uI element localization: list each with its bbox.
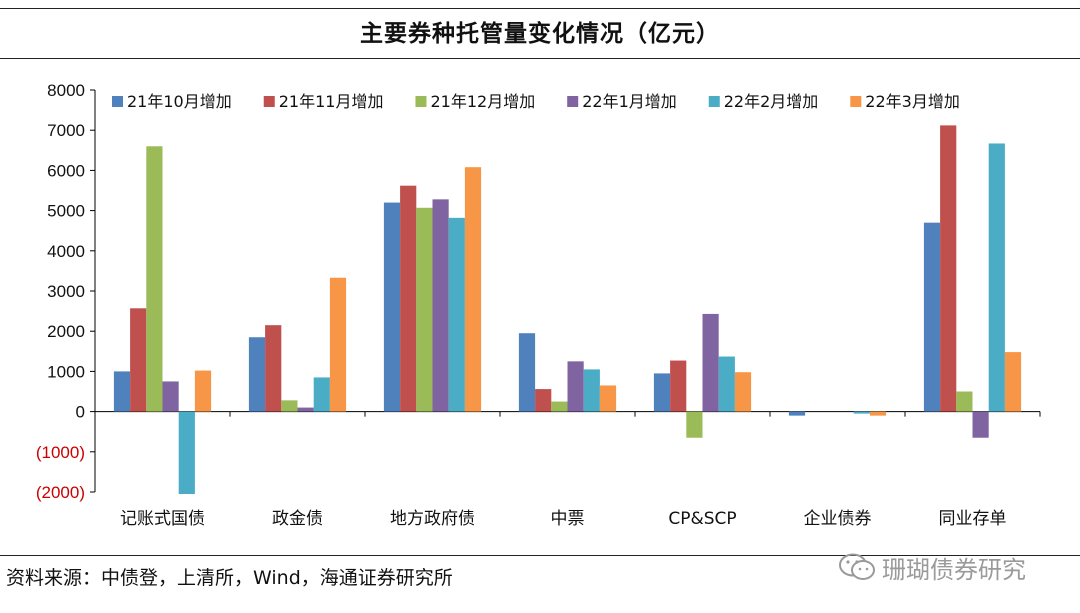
legend-swatch: [850, 96, 862, 107]
legend-label: 22年2月增加: [724, 92, 819, 111]
bar: [162, 381, 179, 412]
bar: [281, 400, 298, 412]
bar: [1004, 352, 1022, 412]
bar: [194, 370, 212, 412]
y-tick-label: 1000: [47, 362, 85, 381]
y-tick-label: 3000: [47, 282, 85, 301]
y-tick-label: 0: [76, 403, 85, 422]
legend-swatch: [263, 96, 275, 107]
x-tick-label: 政金债: [272, 509, 323, 529]
bar: [313, 377, 330, 412]
y-axis: 8000 7000 6000 5000 4000 3000 2000 1000 0 (1000) (…: [36, 81, 96, 502]
bar: [718, 356, 735, 412]
x-tick-label: CP&SCP: [668, 509, 736, 529]
wechat-icon: [839, 553, 875, 580]
legend-label: 22年1月增加: [582, 92, 677, 111]
chart-title: 主要券种托管量变化情况（亿元）: [360, 21, 720, 47]
bar: [265, 325, 282, 412]
y-tick-label: 7000: [47, 121, 85, 140]
bar: [653, 373, 671, 412]
bar: [940, 125, 957, 412]
bar: [923, 222, 941, 412]
bar: [869, 411, 887, 416]
bar: [956, 391, 973, 412]
bar: [972, 411, 989, 438]
legend-swatch: [112, 96, 123, 107]
x-tick-label: 记账式国债: [120, 509, 205, 529]
bar: [130, 308, 147, 412]
legend-swatch: [415, 96, 427, 107]
bar: [113, 371, 131, 412]
y-tick-label: (2000): [36, 483, 85, 502]
bar: [567, 361, 584, 412]
y-tick-label: 8000: [47, 81, 85, 100]
x-axis: 记账式国债 政金债 地方政府债 中票 CP&SCP 企业债券 同业存单: [95, 411, 1041, 529]
bar: [583, 369, 600, 412]
bar-chart: 8000 7000 6000 5000 4000 3000 2000 1000 0 (1000) (…: [36, 81, 1041, 529]
x-tick-label: 地方政府债: [390, 509, 475, 529]
legend-label: 21年10月增加: [127, 92, 232, 111]
title-underline: [0, 58, 1080, 59]
bar: [297, 407, 314, 412]
x-tick-label: 中票: [551, 509, 585, 529]
y-tick-label: 2000: [47, 322, 85, 341]
top-rule: [0, 8, 1080, 9]
bar: [416, 207, 433, 412]
bars: [113, 125, 1022, 495]
bar: [988, 143, 1005, 412]
x-tick-label: 同业存单: [939, 509, 1007, 529]
watermark: 珊瑚债券研究: [838, 549, 1078, 585]
bar: [464, 167, 482, 412]
x-tick-label: 企业债券: [804, 509, 872, 529]
legend-label: 21年11月增加: [279, 92, 384, 111]
bar: [178, 411, 195, 495]
bar: [670, 360, 687, 412]
bar: [400, 185, 417, 412]
y-tick-label: (1000): [36, 443, 85, 462]
source-note: 资料来源：中债登，上清所，Wind，海通证券研究所: [6, 567, 453, 589]
y-tick-label: 6000: [47, 161, 85, 180]
legend-label: 21年12月增加: [430, 92, 535, 111]
bar: [248, 337, 266, 412]
bar: [599, 385, 617, 412]
y-tick-label: 5000: [47, 202, 85, 221]
bar: [734, 372, 752, 412]
watermark-text: 珊瑚债券研究: [882, 555, 1026, 584]
bar: [535, 389, 552, 412]
legend: 21年10月增加 21年11月增加 21年12月增加 22年1月增加 22年2月增加 22…: [112, 92, 960, 111]
bar: [702, 313, 719, 412]
bar: [383, 202, 401, 412]
legend-label: 22年3月增加: [865, 92, 960, 111]
bar: [329, 277, 347, 412]
bar: [551, 401, 568, 412]
bar: [686, 411, 703, 438]
y-tick-label: 4000: [47, 242, 85, 261]
bar: [853, 411, 870, 414]
legend-swatch: [567, 96, 579, 107]
bar: [518, 333, 536, 412]
bar: [432, 199, 449, 412]
legend-swatch: [708, 96, 720, 107]
footer-rule: [0, 555, 1080, 556]
bar: [788, 411, 806, 416]
bar: [146, 146, 163, 412]
bar: [448, 217, 465, 412]
